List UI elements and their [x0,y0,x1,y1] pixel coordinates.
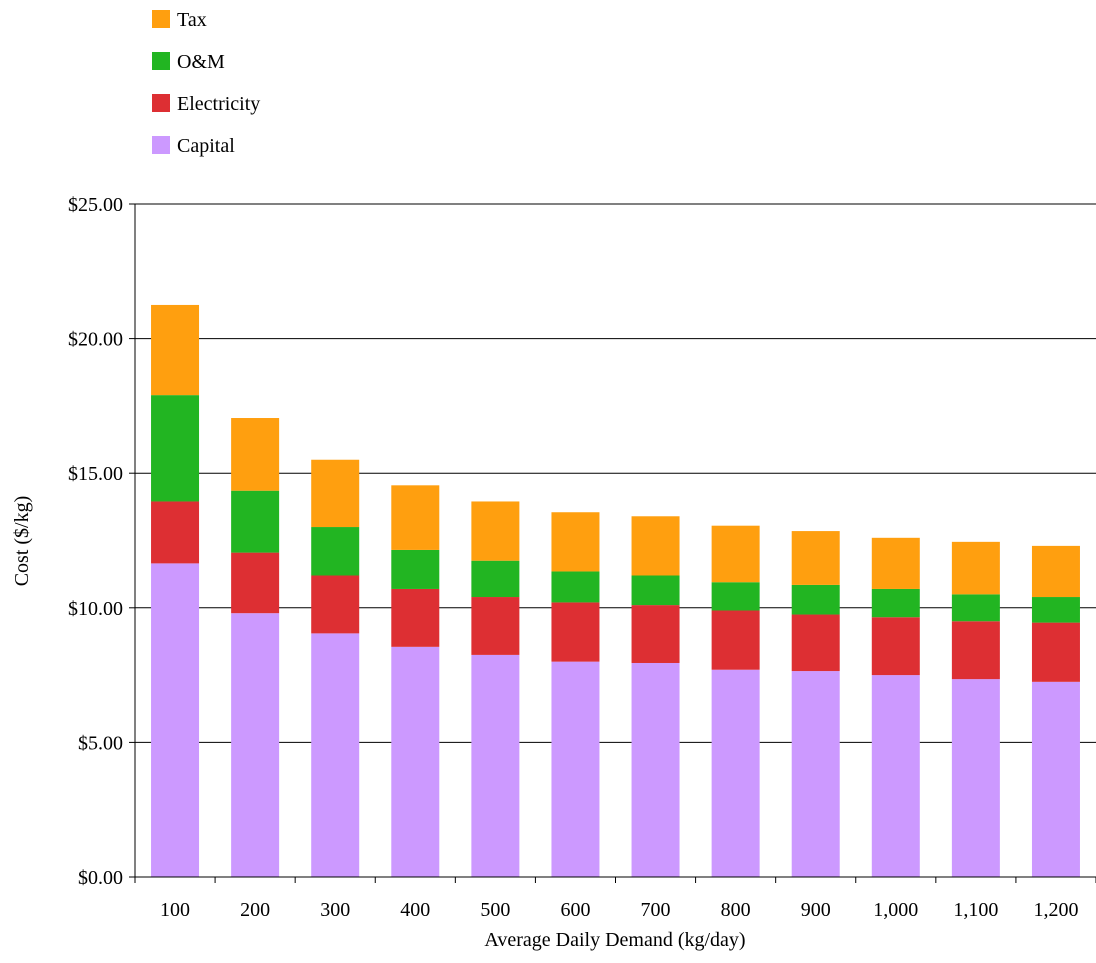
bar-segment-capital [871,675,920,877]
bar-segment-tax [951,541,1000,595]
x-tick-label: 600 [560,899,590,921]
x-tick-label: 700 [641,899,671,921]
bar-segment-electricity [711,610,760,670]
legend-swatch [152,136,170,154]
bar-segment-electricity [231,552,280,614]
legend-label: Capital [177,135,235,157]
bar-segment-o-m [791,584,840,615]
y-axis-title: Cost ($/kg) [11,496,33,587]
legend-swatch [152,52,170,70]
y-tick-label: $15.00 [68,463,123,485]
x-axis-title: Average Daily Demand (kg/day) [484,929,745,951]
bar-segment-electricity [551,602,600,662]
y-tick-label: $0.00 [78,867,123,889]
bar-segment-o-m [1031,597,1080,623]
bar-segment-tax [711,525,760,583]
x-tick-label: 300 [320,899,350,921]
x-tick-label: 100 [160,899,190,921]
bar-segment-capital [231,613,280,877]
bar-segment-capital [151,563,200,877]
y-axis-ticks: $0.00 $5.00 $10.00 $15.00 $20.00 $25.00 [68,194,135,889]
bar-segment-o-m [551,571,600,603]
legend-swatch [152,94,170,112]
bar-segment-electricity [391,588,440,647]
bar-segment-o-m [471,560,520,598]
bar-segment-tax [1031,545,1080,598]
legend-label: O&M [177,51,225,73]
legend: Tax O&M Electricity Capital [152,9,260,157]
gridlines [135,203,1096,743]
bar-segment-tax [551,512,600,572]
bar-segment-electricity [151,501,200,564]
bar-segment-capital [631,662,680,877]
bar-segment-capital [711,669,760,877]
bar-segment-tax [791,531,840,585]
legend-label: Electricity [177,93,260,115]
x-tick-label: 900 [801,899,831,921]
x-tick-label: 800 [721,899,751,921]
bar-segment-electricity [631,605,680,663]
bar-segment-tax [631,516,680,576]
bar-segment-electricity [311,575,360,634]
x-axis-ticks: 100 200 300 400 500 600 700 800 900 1,000 1,100 1,2… [134,877,1096,921]
bar-segment-capital [551,661,600,877]
bar-segment-tax [311,459,360,528]
y-tick-label: $5.00 [78,732,123,754]
legend-swatch [152,10,170,28]
bar-segment-o-m [711,582,760,611]
bar-segment-tax [151,304,200,396]
bar-segment-capital [471,654,520,877]
bar-segment-o-m [311,527,360,576]
bar-segment-o-m [871,588,920,618]
y-tick-label: $20.00 [68,329,123,351]
bar-segment-electricity [791,614,840,672]
bar-segment-capital [951,679,1000,877]
bar-segment-capital [1031,681,1080,877]
x-tick-label: 500 [480,899,510,921]
axes [134,204,1096,878]
x-tick-label: 200 [240,899,270,921]
legend-label: Tax [177,9,207,31]
bar-segment-o-m [631,575,680,606]
bars [151,304,1080,877]
bar-segment-o-m [231,490,280,553]
x-tick-label: 1,200 [1033,899,1078,921]
x-tick-label: 1,100 [953,899,998,921]
bar-segment-capital [311,633,360,877]
bar-segment-tax [471,501,520,561]
y-tick-label: $25.00 [68,194,123,216]
bar-segment-o-m [151,395,200,502]
bar-segment-capital [391,646,440,877]
y-tick-label: $10.00 [68,598,123,620]
bar-segment-tax [231,418,280,491]
bar-segment-tax [871,537,920,589]
bar-segment-electricity [951,621,1000,680]
bar-segment-capital [791,671,840,877]
bar-segment-o-m [391,549,440,589]
bar-segment-tax [391,485,440,550]
bar-segment-electricity [1031,622,1080,682]
x-tick-label: 400 [400,899,430,921]
x-tick-label: 1,000 [873,899,918,921]
bar-segment-o-m [951,594,1000,622]
bar-segment-electricity [471,597,520,655]
bar-segment-electricity [871,617,920,676]
